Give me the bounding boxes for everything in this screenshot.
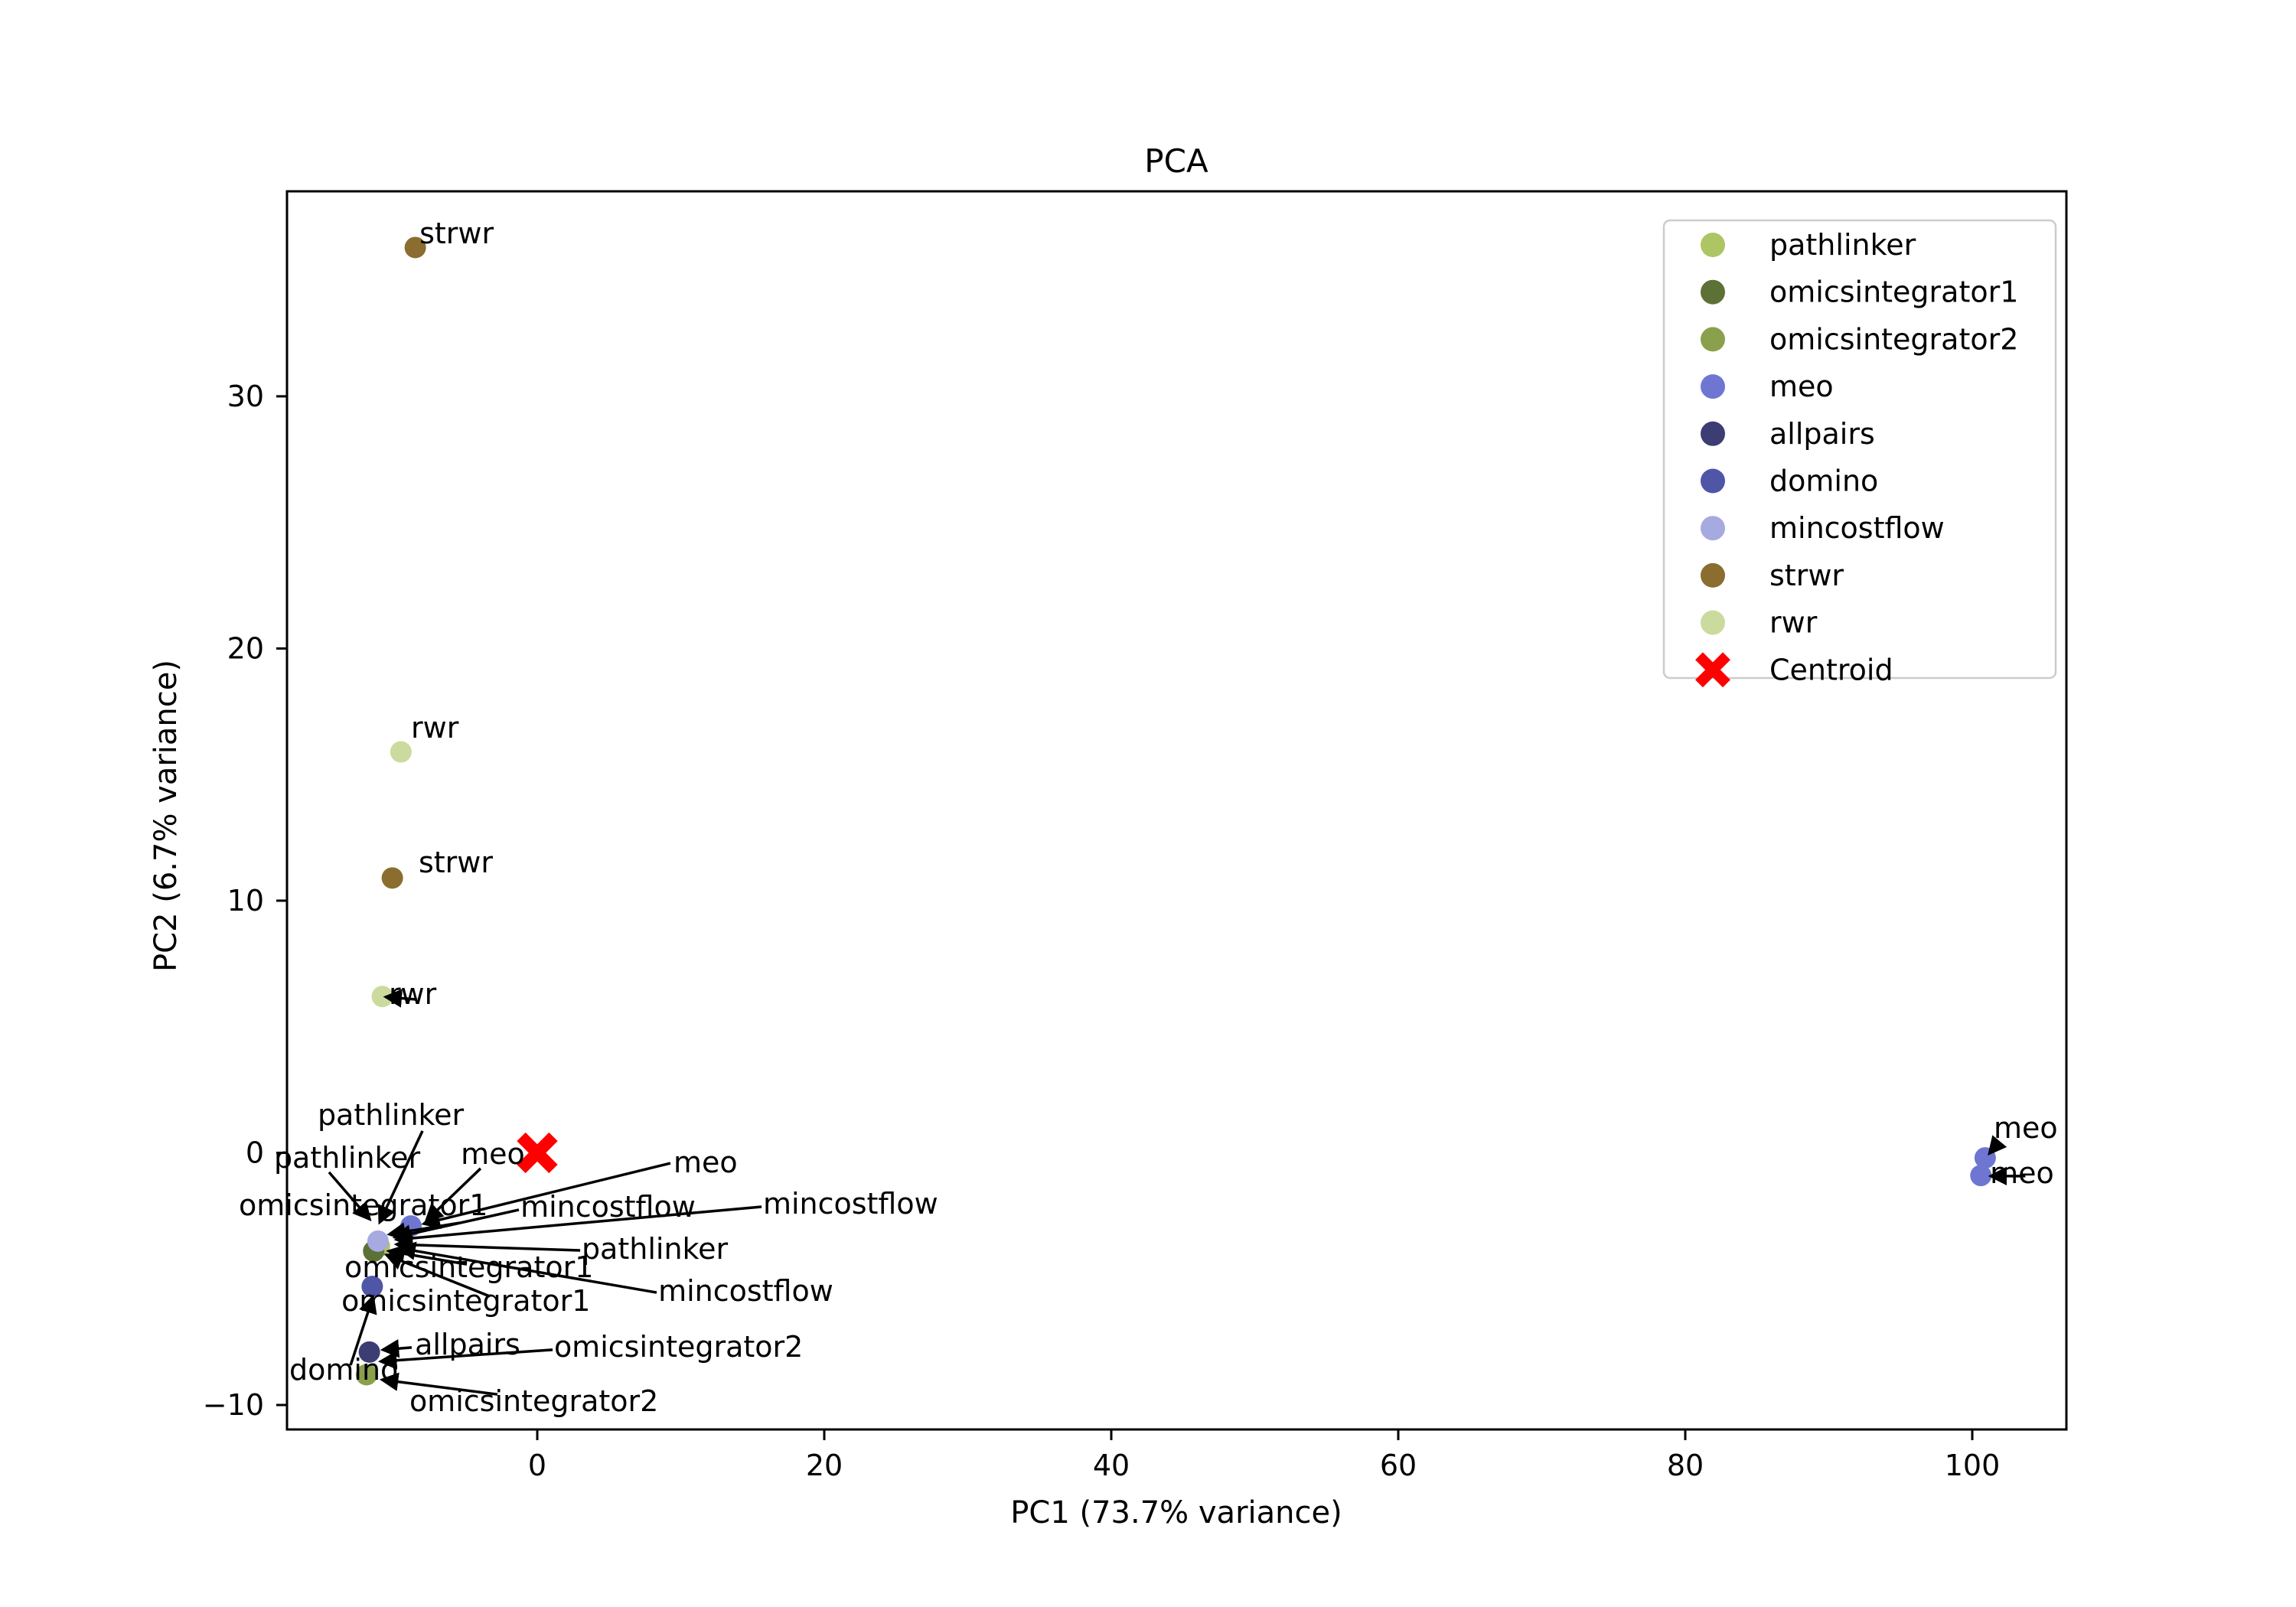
- legend-marker: [1701, 516, 1725, 541]
- annotation-arrow: [421, 1162, 671, 1230]
- annotation-label: strwr: [419, 217, 494, 250]
- centroid-x-marker: [517, 1132, 558, 1174]
- annotation-label: omicsintegrator2: [409, 1384, 658, 1418]
- legend-item-omicsintegrator1: omicsintegrator1: [1701, 275, 2018, 309]
- y-tick-label: 20: [227, 631, 264, 665]
- annotation-arrow: [396, 1241, 657, 1294]
- point-rwr: [390, 741, 412, 763]
- legend-item-rwr: rwr: [1701, 606, 1818, 640]
- legend-item-meo: meo: [1701, 370, 1834, 403]
- annotation-label: meo: [673, 1146, 738, 1179]
- annotation-label: domino: [289, 1353, 398, 1387]
- annotation-arrows: [328, 989, 2026, 1396]
- legend-label: rwr: [1769, 606, 1818, 640]
- legend-marker: [1701, 279, 1725, 305]
- annotation-arrow: [1988, 1135, 2007, 1156]
- annotation-arrow: [380, 1339, 413, 1358]
- annotation-arrow: [377, 1348, 553, 1370]
- point-domino: [361, 1276, 383, 1298]
- legend-label: pathlinker: [1769, 228, 1916, 262]
- annotation-arrow: [392, 1208, 520, 1244]
- legend-centroid-x-marker: [1695, 652, 1730, 688]
- annotation-label: pathlinker: [318, 1098, 465, 1132]
- annotation-label: rwr: [411, 711, 459, 745]
- annotation-arrow: [328, 1171, 372, 1221]
- legend: pathlinker omicsintegrator1 omicsintegrato…: [1662, 219, 2057, 688]
- x-axis-label: PC1 (73.7% variance): [1010, 1495, 1342, 1530]
- x-tick-label: 80: [1667, 1449, 1704, 1482]
- annotation-label: rwr: [389, 977, 437, 1011]
- y-tick-label: 30: [227, 380, 264, 413]
- plot-border: [285, 190, 2068, 1431]
- point-meo: [1970, 1165, 1992, 1187]
- annotation-arrow: [379, 1372, 498, 1396]
- legend-marker: [1701, 327, 1725, 352]
- annotation-label: pathlinker: [582, 1232, 729, 1266]
- annotation-label: omicsintegrator2: [554, 1330, 803, 1364]
- legend-marker: [1701, 610, 1725, 635]
- y-axis-label: PC2 (6.7% variance): [148, 660, 184, 972]
- annotation-label: mincostflow: [658, 1274, 833, 1308]
- legend-item-centroid: Centroid: [1695, 652, 1893, 688]
- y-tick-label: 10: [227, 884, 264, 918]
- y-tick-label: 0: [246, 1136, 264, 1170]
- legend-item-domino: domino: [1701, 464, 1878, 498]
- legend-item-omicsintegrator2: omicsintegrator2: [1701, 322, 2018, 356]
- x-tick-label: 40: [1093, 1449, 1130, 1482]
- axis-ticks: 0 20 40 60 80 100 −10 0 10 20 30: [203, 380, 2000, 1482]
- annotation-label: omicsintegrator1: [341, 1284, 590, 1318]
- annotation-arrow: [393, 1205, 762, 1248]
- legend-label: omicsintegrator1: [1769, 275, 2018, 309]
- legend-item-strwr: strwr: [1701, 559, 1844, 592]
- x-tick-label: 100: [1945, 1449, 2001, 1482]
- x-tick-label: 60: [1380, 1449, 1417, 1482]
- annotation-arrow: [383, 1252, 491, 1298]
- point-strwr: [381, 867, 403, 889]
- centroid-marker: [517, 1132, 558, 1174]
- x-tick-label: 20: [806, 1449, 843, 1482]
- annotation-label: mincostflow: [520, 1190, 696, 1224]
- point-strwr: [404, 236, 426, 259]
- y-tick-label: −10: [203, 1388, 264, 1422]
- annotation-label: meo: [461, 1137, 525, 1171]
- point-omicsintegrator2: [355, 1364, 377, 1386]
- annotation-label: omicsintegrator1: [344, 1250, 593, 1284]
- legend-label: Centroid: [1769, 653, 1893, 686]
- x-tick-label: 0: [528, 1449, 546, 1482]
- legend-marker: [1701, 374, 1725, 399]
- legend-item-allpairs: allpairs: [1701, 417, 1875, 451]
- legend-label: omicsintegrator2: [1769, 322, 2018, 356]
- annotation-arrow: [377, 1130, 424, 1225]
- annotation-label: mincostflow: [763, 1187, 938, 1221]
- point-mincostflow: [367, 1230, 389, 1252]
- scatter-points: [355, 236, 1996, 1386]
- legend-marker: [1701, 468, 1725, 494]
- legend-marker: [1701, 421, 1725, 446]
- legend-label: allpairs: [1769, 417, 1875, 451]
- chart-title: PCA: [1144, 142, 1208, 180]
- annotation-label: meo: [1994, 1111, 2058, 1145]
- annotation-label: strwr: [419, 846, 493, 879]
- annotation-arrow: [393, 1235, 581, 1255]
- legend-item-mincostflow: mincostflow: [1701, 511, 1945, 545]
- legend-label: mincostflow: [1769, 511, 1945, 545]
- legend-marker: [1701, 562, 1725, 588]
- annotation-arrow: [349, 1294, 377, 1366]
- annotation-arrow: [383, 989, 418, 1008]
- legend-label: domino: [1769, 464, 1878, 498]
- legend-label: strwr: [1769, 559, 1844, 592]
- point-allpairs: [358, 1341, 380, 1363]
- annotation-label: pathlinker: [274, 1141, 421, 1175]
- legend-item-pathlinker: pathlinker: [1701, 228, 1916, 262]
- legend-marker: [1701, 233, 1725, 257]
- annotation-label: meo: [1990, 1156, 2054, 1190]
- legend-box: [1662, 219, 2057, 680]
- legend-label: meo: [1769, 370, 1834, 403]
